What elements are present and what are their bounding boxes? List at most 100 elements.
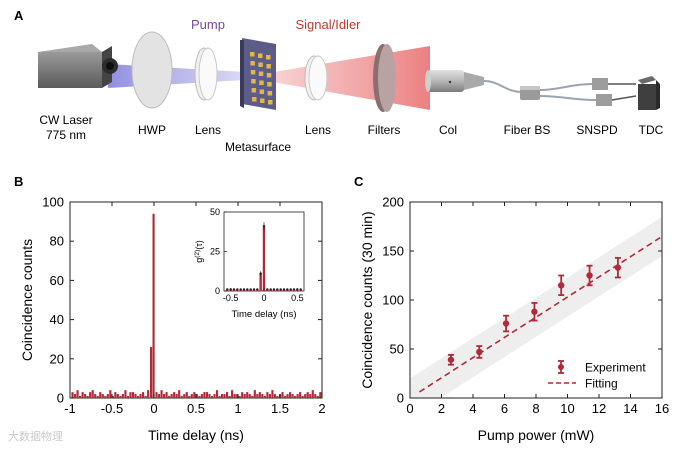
histogram-bar (291, 394, 294, 398)
fit-line (419, 235, 662, 393)
histogram-bar (220, 394, 224, 398)
metasurface-label: Metasurface (225, 140, 291, 154)
metasurface-dot (250, 61, 255, 66)
histogram-bar (276, 396, 279, 398)
histogram-bar (142, 392, 145, 398)
panel-label-b: B (14, 174, 23, 189)
data-point (614, 264, 622, 271)
histogram-bar (180, 396, 183, 398)
histogram-bar (170, 394, 173, 398)
histogram-bar (81, 392, 84, 398)
filters-icon (373, 44, 396, 112)
histogram-bar (190, 394, 193, 398)
x-tick-label: 0 (150, 401, 157, 416)
inset-x-axis-label: Time delay (ns) (231, 309, 296, 320)
x-tick-label: 10 (560, 401, 574, 416)
histogram-bar (168, 396, 171, 398)
inset-point (249, 288, 252, 291)
tdc-label: TDC (639, 123, 664, 137)
x-tick-label: 1 (234, 401, 241, 416)
histogram-bar (121, 394, 124, 398)
histogram-bar (200, 394, 203, 398)
histogram-bar (246, 392, 249, 398)
histogram-bar (91, 390, 94, 398)
histogram-bar (261, 394, 264, 398)
histogram-bar (86, 396, 89, 398)
histogram-bar (256, 394, 259, 398)
pump-beam (108, 64, 245, 88)
signal-idler-label: Signal/Idler (295, 17, 361, 32)
histogram-bar (273, 394, 277, 398)
y-axis-label: Coincidence counts (30 min) (359, 211, 375, 388)
collimator-icon (425, 70, 484, 92)
x-tick-label: 4 (469, 401, 476, 416)
y-tick-label: 0 (397, 391, 404, 406)
histogram-bar (281, 392, 284, 398)
metasurface-dot (251, 79, 256, 84)
histogram-bar (183, 394, 186, 398)
histogram-bar (155, 392, 158, 398)
metasurface-dot (251, 88, 257, 93)
fiber-out-1 (539, 83, 593, 91)
inset-y-label-sup: (2) (194, 250, 201, 258)
fiber-in (483, 80, 523, 93)
histogram-bar (253, 390, 256, 398)
histogram-bar (114, 392, 117, 398)
data-point (447, 356, 455, 363)
inset-y-tick-label: 50 (210, 207, 220, 217)
y-tick-label: 50 (390, 342, 404, 357)
histogram-bar (185, 392, 188, 398)
histogram-bar (71, 392, 74, 398)
histogram-bar (116, 394, 119, 398)
histogram-bar (134, 394, 137, 398)
histogram-bar (314, 394, 317, 398)
histogram-bar (233, 394, 236, 398)
x-tick-label: 2 (318, 401, 325, 416)
histogram-bar (144, 396, 147, 398)
histogram-bar (147, 390, 150, 398)
snspd-label: SNSPD (576, 123, 618, 137)
laser-wavelength-label: 775 nm (46, 128, 86, 142)
inset-point (292, 288, 296, 291)
power-scaling-chart: 0 2 4 6 8 10 12 14 16 0 50 100 150 200 Pump power (mW)… (359, 195, 669, 444)
data-point (586, 272, 593, 279)
legend-fitting-label: Fitting (585, 377, 618, 391)
metasurface-dot (266, 55, 271, 60)
y-axis-label: Coincidence counts (19, 239, 35, 361)
inset-point (236, 288, 239, 291)
metasurface-dot (259, 80, 264, 85)
y-tick-label: 100 (382, 293, 404, 308)
histogram-bar (101, 394, 104, 398)
inset-point (289, 288, 292, 291)
legend-experiment-label: Experiment (585, 361, 646, 375)
histogram-bar (289, 392, 292, 398)
metasurface-dot (258, 53, 263, 58)
histogram-bar (311, 390, 314, 398)
histogram-bar (241, 392, 244, 398)
inset-point (226, 288, 229, 291)
filters-label: Filters (368, 123, 401, 137)
metasurface-dot (268, 100, 273, 105)
metasurface-dot (258, 62, 263, 67)
x-tick-label: 0.5 (187, 401, 205, 416)
histogram-bar (175, 394, 178, 398)
metasurface-dot (250, 52, 255, 57)
histogram-bar (106, 394, 109, 398)
lens-2-label: Lens (305, 123, 331, 137)
histogram-bar (109, 390, 112, 398)
histogram-bar (271, 390, 274, 398)
metasurface-dot (259, 89, 265, 94)
inset-y-label-tail: (τ) (194, 240, 204, 250)
inset-point (259, 272, 262, 275)
histogram-bar (258, 392, 261, 398)
histogram-bar (163, 394, 166, 398)
x-tick-label: 2 (438, 401, 445, 416)
histogram-bar (301, 396, 304, 398)
laser-label: CW Laser (39, 113, 92, 127)
inset-point (286, 288, 289, 291)
histogram-bar (268, 394, 271, 398)
histogram-bar (119, 396, 122, 398)
histogram-bar (126, 396, 130, 398)
